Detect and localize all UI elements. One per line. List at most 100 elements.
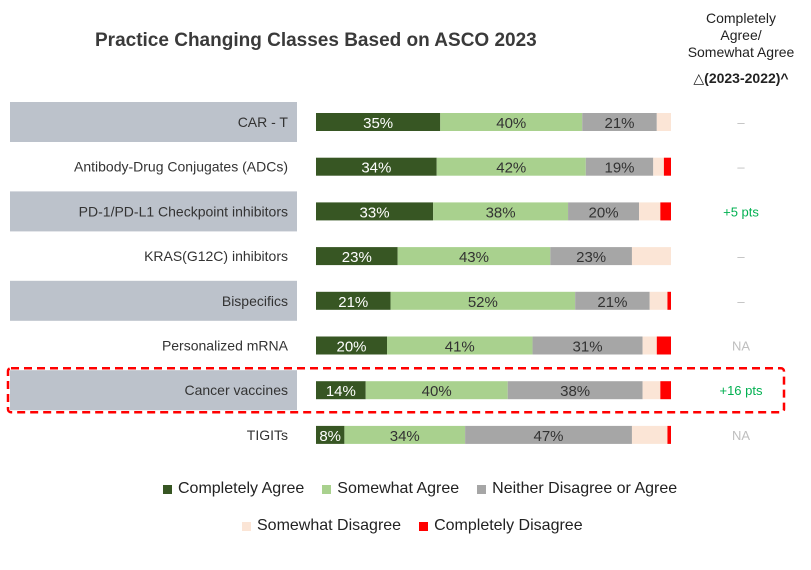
data-label: 33%: [360, 204, 390, 221]
category-label: Cancer vaccines: [185, 382, 289, 398]
data-label: 34%: [361, 160, 391, 177]
bar-segment-completely-agree: [316, 381, 366, 400]
stacked-bar-chart: CAR - T 35% 40% 21% – Antibody-Drug Conjugate…: [6, 102, 786, 445]
data-label: 40%: [422, 383, 452, 400]
bar-segment-completely-agree: [316, 336, 387, 355]
legend-item: Somewhat Agree: [322, 480, 459, 498]
data-label: 52%: [468, 294, 498, 311]
category-label: Bispecifics: [222, 293, 288, 309]
data-label: 14%: [326, 383, 356, 400]
bar-segment-completely-agree: [316, 157, 437, 176]
legend-item: Neither Disagree or Agree: [477, 480, 677, 498]
data-label: 19%: [605, 160, 635, 177]
category-label: Antibody-Drug Conjugates (ADCs): [74, 159, 288, 175]
delta-value: –: [737, 249, 745, 264]
legend-item: Completely Disagree: [419, 517, 583, 535]
bar-segment-completely-agree: [316, 113, 441, 131]
bar-segment-neither-disagree-or-agree: [585, 157, 654, 176]
category-label: Personalized mRNA: [162, 338, 289, 354]
data-label: 21%: [597, 294, 627, 311]
data-label: 47%: [534, 428, 564, 445]
legend-label: Somewhat Disagree: [257, 517, 402, 534]
bar-segment-somewhat-agree: [436, 157, 586, 176]
data-label: 21%: [605, 115, 635, 132]
data-label: 40%: [496, 115, 526, 132]
bar-segment-somewhat-disagree: [649, 291, 668, 310]
bar-segment-completely-disagree: [663, 157, 671, 176]
legend-swatch: [242, 521, 251, 531]
category-band-6: [10, 370, 297, 411]
delta-value: –: [737, 294, 745, 309]
bar-segment-somewhat-agree: [344, 425, 466, 444]
bar-segment-completely-disagree: [667, 425, 671, 444]
legend-row-1: Completely Agree Somewhat Agree Neither Di…: [163, 480, 677, 498]
bar-segment-somewhat-disagree: [631, 247, 671, 266]
bar-segment-somewhat-disagree: [631, 425, 668, 444]
chart-title: Practice Changing Classes Based on ASCO …: [95, 30, 537, 51]
delta-value: –: [737, 160, 745, 175]
data-label: 21%: [338, 294, 368, 311]
bar-segment-completely-agree: [316, 247, 398, 266]
bar-segment-neither-disagree-or-agree: [532, 336, 643, 355]
category-label: KRAS(G12C) inhibitors: [144, 248, 288, 264]
data-label: 8%: [319, 428, 341, 445]
data-label: 34%: [390, 428, 420, 445]
data-label: 20%: [336, 339, 366, 356]
legend-row-2: Somewhat Disagree Completely Disagree: [242, 517, 583, 535]
bar-segment-neither-disagree-or-agree: [582, 113, 657, 131]
bar-segment-completely-disagree: [660, 381, 671, 400]
bar-segment-completely-disagree: [656, 336, 671, 355]
delta-value: NA: [732, 428, 750, 443]
data-label: 23%: [342, 249, 372, 266]
legend-swatch: [477, 484, 487, 494]
legend-swatch: [419, 521, 429, 531]
delta-header-line-3: Somewhat Agree: [687, 44, 795, 60]
bar-segment-somewhat-disagree: [639, 202, 661, 221]
delta-header-line-1: Completely: [705, 10, 777, 26]
data-label: 43%: [459, 249, 489, 266]
bar-segment-neither-disagree-or-agree: [568, 202, 640, 221]
legend-label: Completely Agree: [178, 480, 305, 497]
data-label: 41%: [445, 339, 475, 356]
bar-segment-completely-disagree: [667, 291, 671, 310]
bar-segment-somewhat-agree: [433, 202, 569, 221]
delta-header-line-2: Agree/: [720, 27, 762, 43]
delta-value: NA: [732, 339, 750, 354]
legend-label: Somewhat Agree: [337, 480, 460, 497]
bar-segment-somewhat-agree: [397, 247, 551, 266]
data-label: 38%: [560, 383, 590, 400]
bar-segment-completely-disagree: [660, 202, 671, 221]
delta-value: +16 pts: [719, 383, 763, 398]
delta-value: –: [737, 115, 745, 130]
bar-segment-somewhat-disagree: [642, 336, 657, 355]
category-band-4: [10, 280, 297, 321]
legend-label: Completely Disagree: [434, 517, 583, 534]
bar-segment-somewhat-agree: [440, 113, 583, 131]
bar-segment-completely-agree: [316, 202, 434, 221]
legend-swatch: [322, 484, 332, 494]
data-label: 23%: [576, 249, 606, 266]
bar-segment-neither-disagree-or-agree: [550, 247, 632, 266]
bar-segment-somewhat-agree: [390, 291, 576, 310]
bar-segment-neither-disagree-or-agree: [575, 291, 650, 310]
bar-segment-somewhat-disagree: [653, 157, 664, 176]
data-label: 42%: [496, 160, 526, 177]
data-label: 20%: [589, 204, 619, 221]
legend-item: Somewhat Disagree: [242, 517, 401, 535]
highlight-box: [6, 366, 786, 414]
data-label: 31%: [573, 339, 603, 356]
delta-header-line-4: △(2023-2022)^: [693, 70, 789, 86]
category-band-0: [10, 102, 297, 142]
category-band-2: [10, 191, 297, 232]
bar-segment-completely-agree: [316, 425, 345, 444]
category-label: CAR - T: [238, 114, 289, 130]
category-label: TIGITs: [247, 427, 288, 443]
bar-segment-somewhat-disagree: [656, 113, 671, 131]
bar-segment-somewhat-agree: [387, 336, 533, 355]
bar-segment-neither-disagree-or-agree: [507, 381, 643, 400]
bar-segment-completely-agree: [316, 291, 391, 310]
delta-value: +5 pts: [723, 204, 759, 219]
legend-item: Completely Agree: [163, 480, 304, 498]
bar-segment-somewhat-disagree: [642, 381, 661, 400]
data-label: 38%: [486, 204, 516, 221]
